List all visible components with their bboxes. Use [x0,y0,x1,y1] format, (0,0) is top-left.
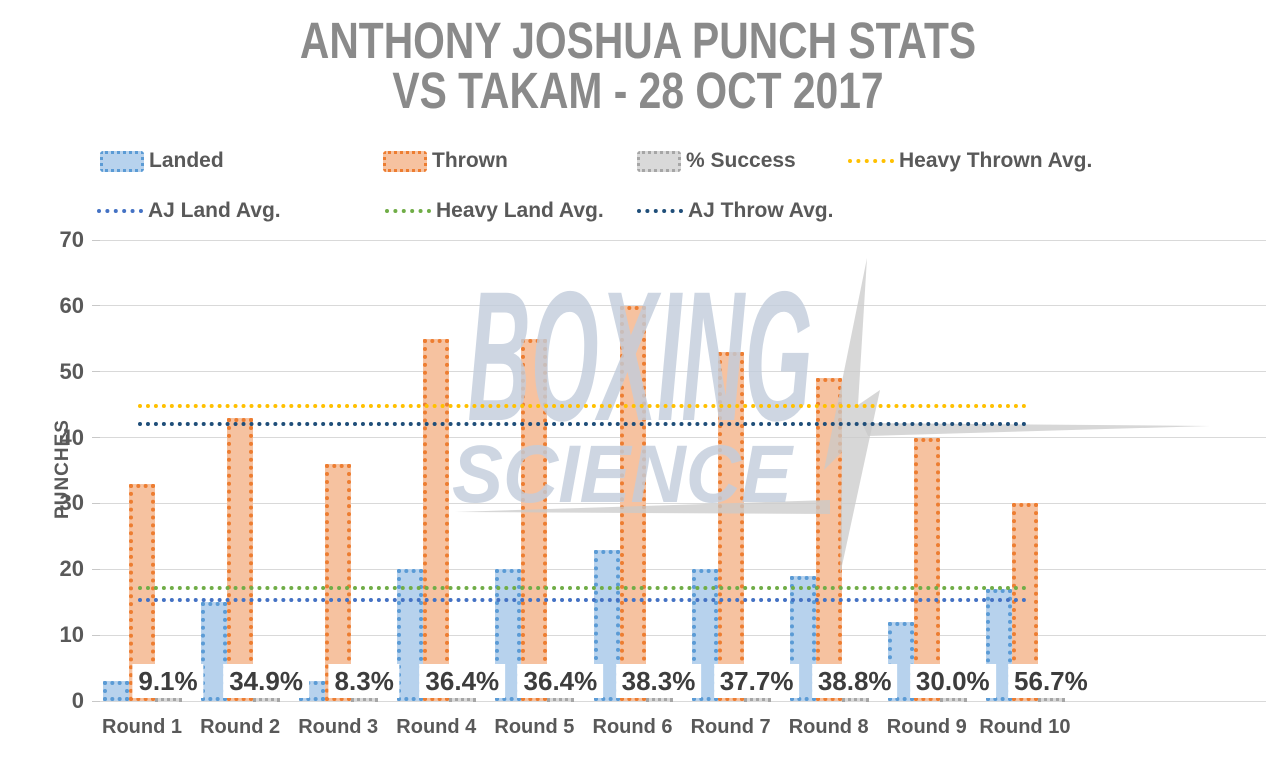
landed-bar [201,602,228,701]
thrown-bar [521,339,548,701]
landed-bar [397,569,424,701]
success-label: 36.4% [419,664,506,698]
avg-line-heavy-land-avg [138,585,1027,590]
y-axis-tick [92,239,100,241]
legend-item-landed: Landed [100,149,224,173]
legend-swatch-icon [100,150,144,172]
gridline [100,239,1266,241]
thrown-bar [325,464,352,701]
landed-bar [691,569,718,701]
gridline [100,502,1266,504]
legend-label: AJ Land Avg. [148,199,281,222]
legend-item-thrown: Thrown [383,149,508,173]
thrown-bar [717,352,744,701]
x-axis-label: Round 3 [298,716,379,738]
x-axis-label: Round 7 [690,716,771,738]
legend-line-icon [97,209,143,213]
legend-item-heavy-thrown-avg: Heavy Thrown Avg. [848,149,1092,173]
y-axis-tick [92,437,100,439]
legend-item-heavy-land-avg: Heavy Land Avg. [385,199,604,223]
success-label: 30.0% [909,664,996,698]
landed-bar [593,550,620,701]
x-axis-label: Round 6 [592,716,673,738]
thrown-bar [913,438,940,701]
gridline [100,634,1266,636]
legend-line-icon [848,159,894,163]
success-label: 38.3% [615,664,702,698]
success-label: 37.7% [713,664,800,698]
legend-line-icon [637,209,683,213]
y-axis-tick [92,371,100,373]
y-tick-label: 60 [59,292,84,318]
y-tick-label: 70 [59,227,84,252]
legend-label: Landed [149,149,224,172]
avg-line-aj-land-avg [138,598,1027,603]
y-tick-label: 20 [59,556,84,582]
gridline [100,568,1266,570]
legend-line-icon [385,209,431,213]
success-label: 9.1% [132,664,204,698]
legend-swatch-icon [637,150,681,172]
gridline [100,371,1266,373]
legend-item-aj-land-avg: AJ Land Avg. [97,199,281,223]
legend-label: Heavy Land Avg. [436,199,604,222]
success-label: 56.7% [1008,664,1094,698]
legend-item-aj-throw-avg: AJ Throw Avg. [637,199,833,223]
gridline [100,700,1266,702]
success-label: 38.8% [811,664,898,698]
y-axis-tick [92,568,100,570]
y-axis-tick [92,502,100,504]
gridline [100,437,1266,439]
x-axis-label: Round 8 [788,716,869,738]
x-axis-label: Round 1 [102,716,182,738]
legend-label: Thrown [432,149,508,172]
chart-title-line2: VS TAKAM - 28 OCT 2017 [392,62,884,119]
success-label: 34.9% [223,664,309,698]
y-tick-label: 50 [59,358,84,384]
avg-line-heavy-thrown-avg [138,403,1027,408]
y-tick-label: 30 [59,490,84,516]
success-label: 36.4% [517,664,604,698]
chart-title-line1: ANTHONY JOSHUA PUNCH STATS [299,12,977,69]
x-axis-label: Round 10 [979,716,1071,738]
legend-label: % Success [686,149,796,172]
thrown-bar [619,306,646,701]
legend-swatch-icon [383,150,427,172]
x-axis-label: Round 2 [200,716,281,738]
x-axis-label: Round 4 [396,716,477,738]
thrown-bar [815,378,842,701]
legend-label: Heavy Thrown Avg. [899,149,1093,172]
y-tick-label: 40 [59,424,84,450]
y-axis-tick [92,634,100,636]
success-label: 8.3% [328,664,400,698]
plot-area: 9.1% 34.9% 8.3% 36.4% 36.4% 38.3% 37.7% 38.8% 30… [100,239,1266,702]
thrown-bar [227,418,254,701]
x-axis-label: Round 9 [886,716,967,738]
y-tick-label: 10 [59,622,84,648]
y-tick-label: 0 [71,688,84,713]
avg-line-aj-throw-avg [138,421,1027,426]
y-axis-tick [92,305,100,307]
landed-bar [103,681,129,701]
thrown-bar [423,339,450,701]
legend-item-success: % Success [637,149,796,173]
legend-label: AJ Throw Avg. [688,199,834,222]
y-axis-tick [92,700,100,702]
chart-title: ANTHONY JOSHUA PUNCH STATS VS TAKAM - 28… [128,12,1149,119]
gridline [100,305,1266,307]
x-axis-label: Round 5 [494,716,575,738]
